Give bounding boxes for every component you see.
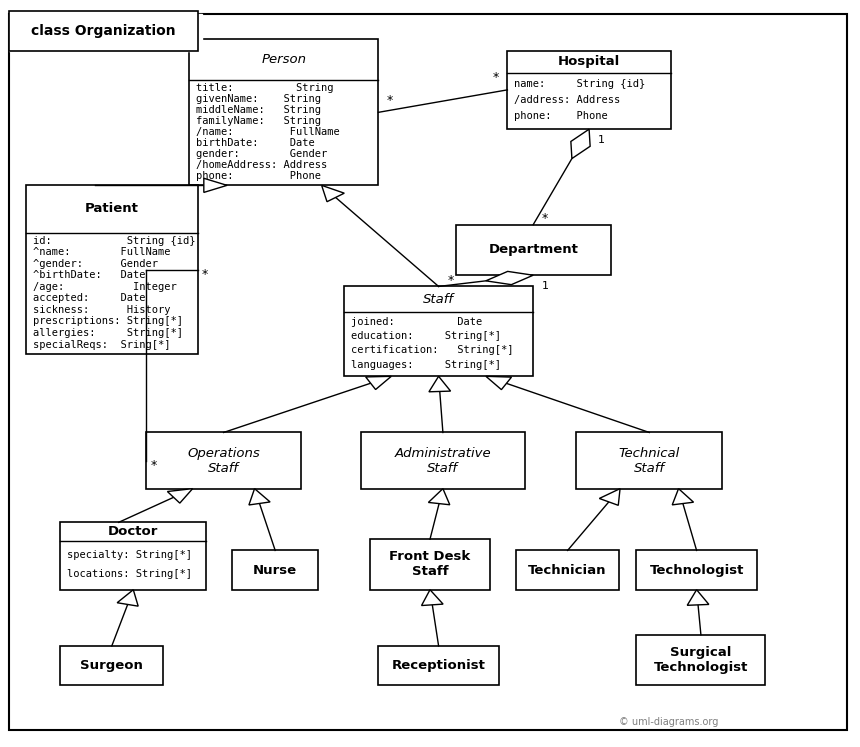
FancyBboxPatch shape (60, 646, 163, 685)
Text: allergies:     String[*]: allergies: String[*] (33, 328, 182, 338)
FancyBboxPatch shape (26, 185, 198, 354)
FancyBboxPatch shape (636, 635, 765, 685)
Text: birthDate:     Date: birthDate: Date (196, 138, 315, 149)
Text: sickness:      History: sickness: History (33, 305, 170, 315)
Text: *: * (387, 93, 393, 107)
Polygon shape (421, 589, 443, 606)
Text: /age:           Integer: /age: Integer (33, 282, 176, 292)
Text: Department: Department (488, 244, 578, 256)
Text: Surgeon: Surgeon (80, 659, 144, 672)
Text: Patient: Patient (85, 202, 138, 215)
FancyBboxPatch shape (146, 433, 301, 489)
Text: /name:         FullName: /name: FullName (196, 127, 340, 137)
Polygon shape (428, 489, 450, 505)
Polygon shape (322, 185, 344, 202)
FancyBboxPatch shape (516, 551, 619, 589)
Text: *: * (202, 268, 208, 281)
Text: 1: 1 (598, 135, 605, 145)
Text: Administrative
Staff: Administrative Staff (395, 447, 491, 474)
Text: accepted:     Date: accepted: Date (33, 294, 145, 303)
Text: familyName:   String: familyName: String (196, 116, 321, 126)
Polygon shape (168, 489, 193, 503)
Text: name:     String {id}: name: String {id} (514, 79, 646, 89)
FancyBboxPatch shape (576, 433, 722, 489)
Text: Surgical
Technologist: Surgical Technologist (654, 646, 748, 674)
Text: middleName:   String: middleName: String (196, 105, 321, 115)
Text: 1: 1 (542, 282, 549, 291)
Text: Staff: Staff (423, 293, 454, 306)
Text: © uml-diagrams.org: © uml-diagrams.org (619, 717, 719, 728)
Polygon shape (204, 179, 227, 193)
Polygon shape (673, 489, 693, 505)
Polygon shape (117, 589, 138, 606)
Text: Hospital: Hospital (558, 55, 620, 68)
Polygon shape (486, 376, 512, 390)
Text: specialReqs:  Sring[*]: specialReqs: Sring[*] (33, 340, 170, 350)
Text: Operations
Staff: Operations Staff (187, 447, 260, 474)
Text: class Organization: class Organization (31, 24, 175, 38)
Text: Receptionist: Receptionist (391, 659, 486, 672)
Text: *: * (542, 212, 548, 225)
Text: ^birthDate:   Date: ^birthDate: Date (33, 270, 145, 280)
Polygon shape (429, 376, 451, 392)
Polygon shape (571, 129, 590, 158)
Text: gender:        Gender: gender: Gender (196, 149, 328, 159)
Text: locations: String[*]: locations: String[*] (67, 569, 192, 579)
Text: ^name:        FullName: ^name: FullName (33, 247, 170, 257)
Text: languages:     String[*]: languages: String[*] (351, 360, 501, 370)
Text: Technologist: Technologist (649, 563, 744, 577)
Polygon shape (486, 271, 533, 285)
Text: certification:   String[*]: certification: String[*] (351, 345, 513, 356)
FancyBboxPatch shape (9, 11, 198, 51)
FancyBboxPatch shape (456, 225, 611, 275)
Text: Technician: Technician (528, 563, 607, 577)
FancyBboxPatch shape (378, 646, 499, 685)
Polygon shape (687, 589, 709, 605)
Text: ^gender:      Gender: ^gender: Gender (33, 258, 157, 269)
Text: phone:    Phone: phone: Phone (514, 111, 608, 121)
Polygon shape (366, 376, 391, 389)
FancyBboxPatch shape (370, 539, 490, 589)
Text: Front Desk
Staff: Front Desk Staff (390, 551, 470, 578)
Text: joined:          Date: joined: Date (351, 317, 482, 326)
Text: prescriptions: String[*]: prescriptions: String[*] (33, 317, 182, 326)
Text: id:            String {id}: id: String {id} (33, 235, 195, 246)
Text: title:          String: title: String (196, 83, 334, 93)
Text: education:     String[*]: education: String[*] (351, 331, 501, 341)
FancyBboxPatch shape (636, 551, 757, 589)
Text: /address: Address: /address: Address (514, 95, 621, 105)
Text: /homeAddress: Address: /homeAddress: Address (196, 161, 328, 170)
FancyBboxPatch shape (60, 522, 206, 589)
Text: givenName:    String: givenName: String (196, 94, 321, 104)
Text: phone:         Phone: phone: Phone (196, 172, 321, 182)
Polygon shape (249, 489, 270, 505)
FancyBboxPatch shape (507, 51, 671, 129)
FancyBboxPatch shape (232, 551, 318, 589)
Text: *: * (447, 273, 453, 287)
Text: Technical
Staff: Technical Staff (618, 447, 680, 474)
FancyBboxPatch shape (189, 40, 378, 185)
Text: specialty: String[*]: specialty: String[*] (67, 550, 192, 560)
Polygon shape (9, 14, 202, 51)
Text: Person: Person (261, 53, 306, 66)
Text: Doctor: Doctor (108, 525, 158, 539)
Text: *: * (493, 71, 499, 84)
Polygon shape (599, 489, 620, 505)
FancyBboxPatch shape (344, 286, 533, 376)
Text: Nurse: Nurse (253, 563, 298, 577)
Text: *: * (150, 459, 157, 472)
FancyBboxPatch shape (361, 433, 525, 489)
